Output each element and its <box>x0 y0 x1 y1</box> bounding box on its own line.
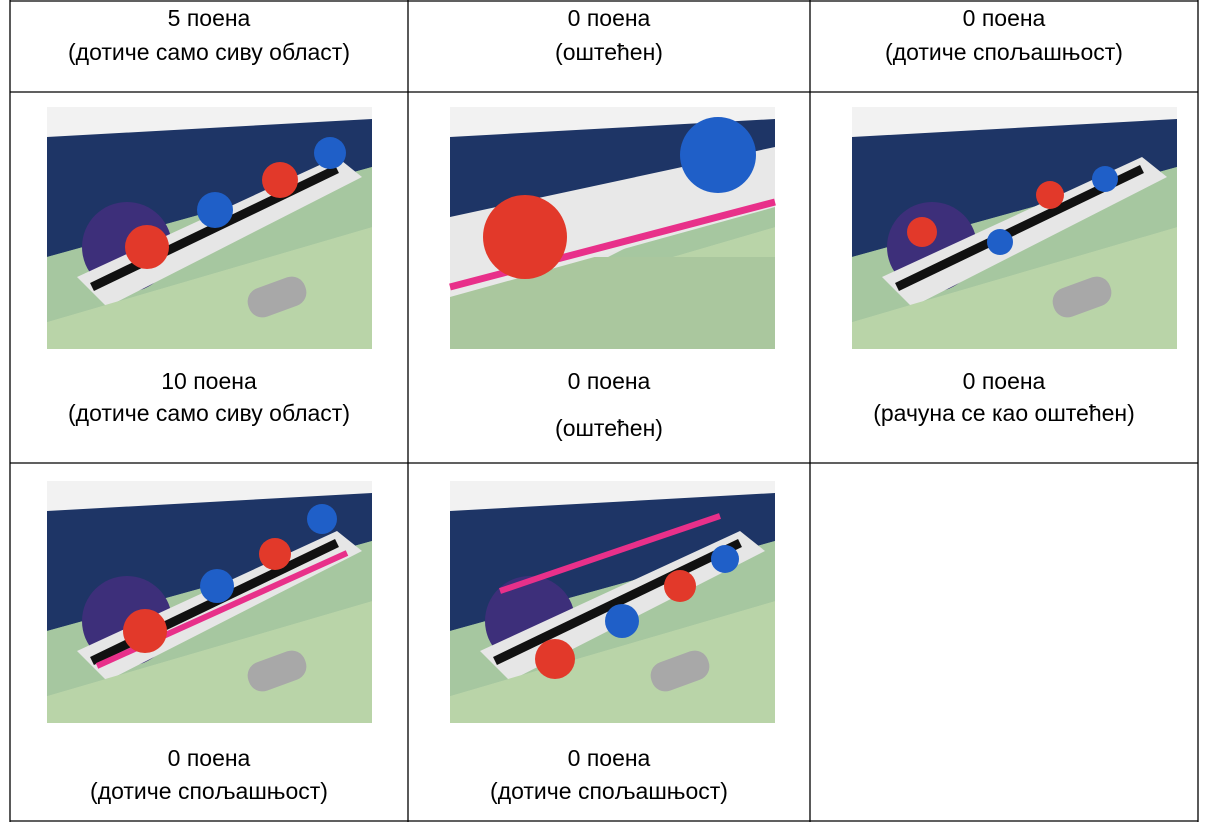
condition: (рачуна се као оштећен) <box>873 400 1135 426</box>
photo <box>450 481 775 723</box>
condition: (оштећен) <box>555 415 663 441</box>
points: 0 поена <box>963 5 1046 31</box>
condition: (дотиче спољашњост) <box>885 39 1123 65</box>
captions: 5 поена (дотиче само сиву област) 0 поена (… <box>68 5 1135 804</box>
photo <box>47 481 372 723</box>
points: 10 поена <box>161 368 257 394</box>
points: 0 поена <box>568 368 651 394</box>
photo <box>47 107 372 349</box>
condition: (дотиче само сиву област) <box>68 400 350 426</box>
points: 5 поена <box>168 5 251 31</box>
condition: (дотиче спољашњост) <box>90 778 328 804</box>
photo <box>852 107 1177 349</box>
points: 0 поена <box>568 5 651 31</box>
condition: (оштећен) <box>555 39 663 65</box>
condition: (дотиче само сиву област) <box>68 39 350 65</box>
condition: (дотиче спољашњост) <box>490 778 728 804</box>
table-grid <box>9 0 1199 822</box>
points: 0 поена <box>963 368 1046 394</box>
points: 0 поена <box>568 745 651 771</box>
photo <box>450 107 775 349</box>
points: 0 поена <box>168 745 251 771</box>
